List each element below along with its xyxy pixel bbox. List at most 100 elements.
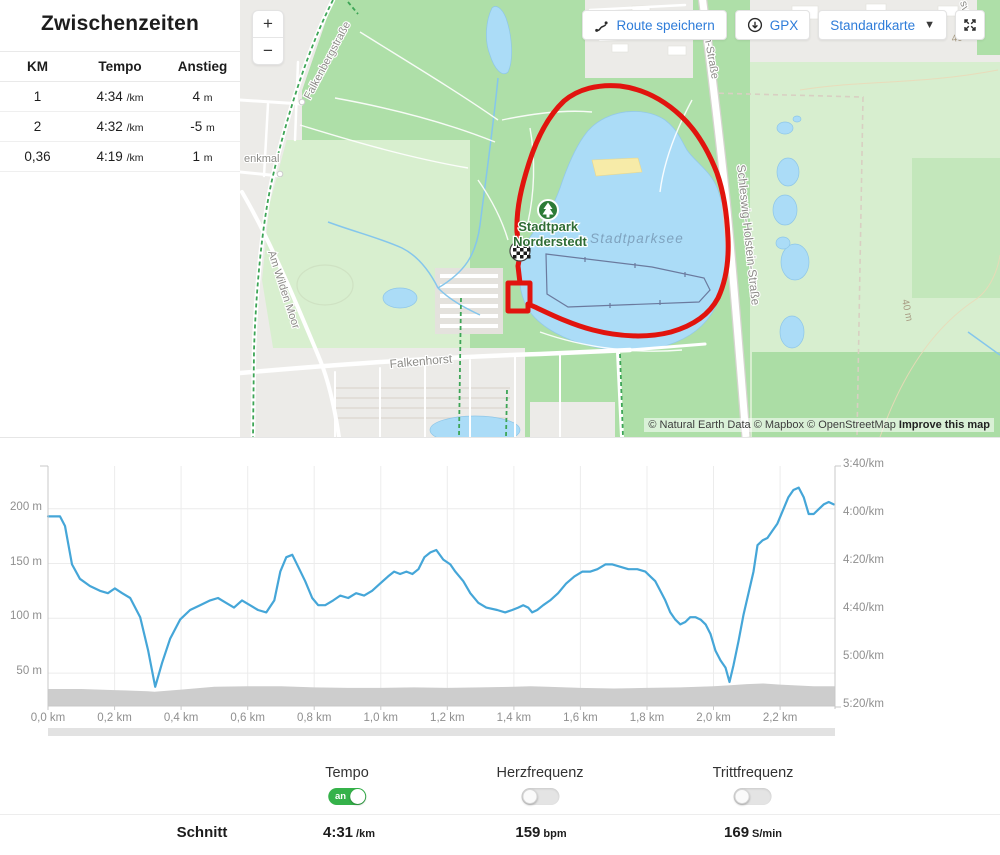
cell-km: 2 — [33, 119, 42, 134]
pace-tick-label: 4:00/km — [843, 506, 884, 518]
lake-label: Stadtparksee — [590, 231, 684, 246]
distance-tick-label: 2,0 km — [696, 712, 731, 724]
distance-tick-label: 0,8 km — [296, 712, 332, 724]
divider — [0, 814, 1000, 815]
distance-tick-label: 0,0 km — [30, 712, 66, 724]
distance-tick-label: 0,2 km — [97, 712, 132, 724]
streams — [327, 77, 1000, 356]
map-attribution: © Natural Earth Data © Mapbox © OpenStre… — [644, 418, 994, 432]
chevron-down-icon: ▼ — [924, 19, 935, 31]
distance-tick-label: 2,2 km — [762, 712, 798, 724]
summary-heartrate: 159 bpm — [515, 824, 567, 841]
distance-tick-label: 0,4 km — [163, 712, 199, 724]
route-map[interactable]: Falkenbergstraße enkmal Am Wilden Moor F… — [240, 0, 1000, 437]
map-zoom-control: + − — [252, 10, 284, 65]
pace-line — [46, 486, 835, 688]
col-tempo: Tempo — [98, 59, 142, 74]
splits-panel: Zwischenzeiten KM Tempo Anstieg 1 4:34 /… — [0, 0, 240, 437]
toggle-knob — [350, 789, 365, 804]
pace-tick-label: 4:20/km — [843, 554, 884, 566]
cell-tempo: 4:32 /km — [96, 119, 144, 134]
cell-tempo: 4:34 /km — [96, 89, 144, 104]
distance-tick-label: 1,0 km — [363, 712, 399, 724]
summary-tempo: 4:31/km — [323, 824, 375, 841]
park-label: Stadtpark Norderstedt — [513, 219, 587, 249]
col-km: KM — [27, 59, 48, 74]
pace-tick-label: 4:40/km — [843, 602, 884, 614]
map-style-label: Standardkarte — [830, 17, 916, 33]
cadence-toggle-label: Trittfrequenz — [712, 765, 794, 781]
street-label-denkmal: enkmal — [244, 153, 279, 165]
splits-header-row: KM Tempo Anstieg — [0, 51, 240, 82]
cell-anstieg: 1 m — [192, 149, 213, 164]
street-end — [298, 98, 306, 106]
pace-tick-label: 5:00/km — [843, 650, 884, 662]
map-style-dropdown[interactable]: Standardkarte ▼ — [818, 10, 947, 40]
toggle-knob — [521, 789, 537, 804]
toggle-knob — [734, 789, 750, 804]
cell-km: 1 — [33, 89, 42, 104]
pace-tick-label: 5:20/km — [843, 698, 884, 710]
save-route-button[interactable]: Route speichern — [582, 10, 727, 40]
footpaths — [252, 0, 624, 437]
pace-tick-label: 3:40/km — [843, 458, 884, 470]
improve-map-link[interactable]: Improve this map — [898, 419, 990, 431]
distance-tick-label: 0,6 km — [230, 712, 265, 724]
table-row: 1 4:34 /km 4 m — [0, 82, 240, 112]
download-icon — [747, 17, 762, 33]
tempo-toggle-label: Tempo — [325, 765, 369, 781]
elevation-tick-label: 200 m — [10, 500, 42, 513]
chart-controls: Tempo an Herzfrequenz Trittfrequenz Schn… — [0, 737, 1000, 855]
gpx-label: GPX — [769, 17, 799, 33]
elevation-area — [48, 683, 835, 706]
route-icon — [595, 20, 609, 32]
park-poi-icon — [537, 199, 559, 221]
map-canvas[interactable]: Falkenbergstraße enkmal Am Wilden Moor F… — [240, 0, 1000, 437]
attribution-text: © Natural Earth Data © Mapbox © OpenStre… — [648, 419, 896, 431]
chart-bottom-strip — [48, 728, 835, 736]
heartrate-toggle-label: Herzfrequenz — [496, 765, 584, 781]
zoom-in-button[interactable]: + — [263, 14, 273, 33]
park-trails — [299, 31, 693, 352]
contour-label: 40 m — [899, 298, 914, 322]
ponds — [382, 6, 810, 437]
toggle-on-text: an — [335, 791, 347, 802]
distance-tick-label: 1,2 km — [430, 712, 465, 724]
elevation-pace-chart: 200 m 150 m 100 m 50 m 3:40/km 4:00/km 4:20/k… — [0, 437, 1000, 738]
field-outline — [296, 264, 354, 306]
gpx-download-button[interactable]: GPX — [734, 10, 811, 40]
elevation-tick-label: 100 m — [10, 610, 42, 623]
table-row: 2 4:32 /km -5 m — [0, 112, 240, 142]
start-finish-marker[interactable] — [509, 240, 531, 262]
splits-title: Zwischenzeiten — [40, 12, 199, 35]
col-anstieg: Anstieg — [177, 59, 228, 74]
street-end — [276, 170, 284, 178]
heartrate-toggle[interactable] — [520, 788, 559, 805]
cell-anstieg: 4 m — [192, 89, 213, 104]
tempo-toggle[interactable]: an — [328, 788, 366, 805]
summary-label: Schnitt — [176, 824, 228, 841]
summary-cadence: 169 S/min — [724, 824, 782, 841]
distance-tick-label: 1,8 km — [629, 712, 665, 724]
zoom-out-button[interactable]: − — [263, 41, 273, 60]
toggle-group-trittfrequenz: Trittfrequenz — [712, 765, 794, 805]
fullscreen-button[interactable] — [955, 10, 985, 40]
cell-km: 0,36 — [24, 149, 51, 164]
street-label-falkenhorst: Falkenhorst — [389, 352, 453, 371]
distance-tick-label: 1,4 km — [496, 712, 532, 724]
divider — [253, 37, 283, 38]
elevation-tick-label: 50 m — [16, 665, 42, 678]
cadence-toggle[interactable] — [733, 788, 772, 805]
cell-anstieg: -5 m — [190, 119, 215, 134]
elevation-tick-label: 150 m — [10, 555, 42, 568]
beach — [591, 157, 643, 177]
chart-plot[interactable] — [0, 438, 1000, 738]
save-route-label: Route speichern — [616, 17, 715, 33]
distance-tick-label: 1,6 km — [563, 712, 598, 724]
toggle-group-herzfrequenz: Herzfrequenz — [496, 765, 584, 805]
map-toolbar: Route speichern GPX Standardkarte ▼ — [582, 10, 985, 40]
forest-trail — [709, 92, 864, 437]
table-row: 0,36 4:19 /km 1 m — [0, 142, 240, 172]
toggle-group-tempo: Tempo an — [325, 765, 369, 805]
